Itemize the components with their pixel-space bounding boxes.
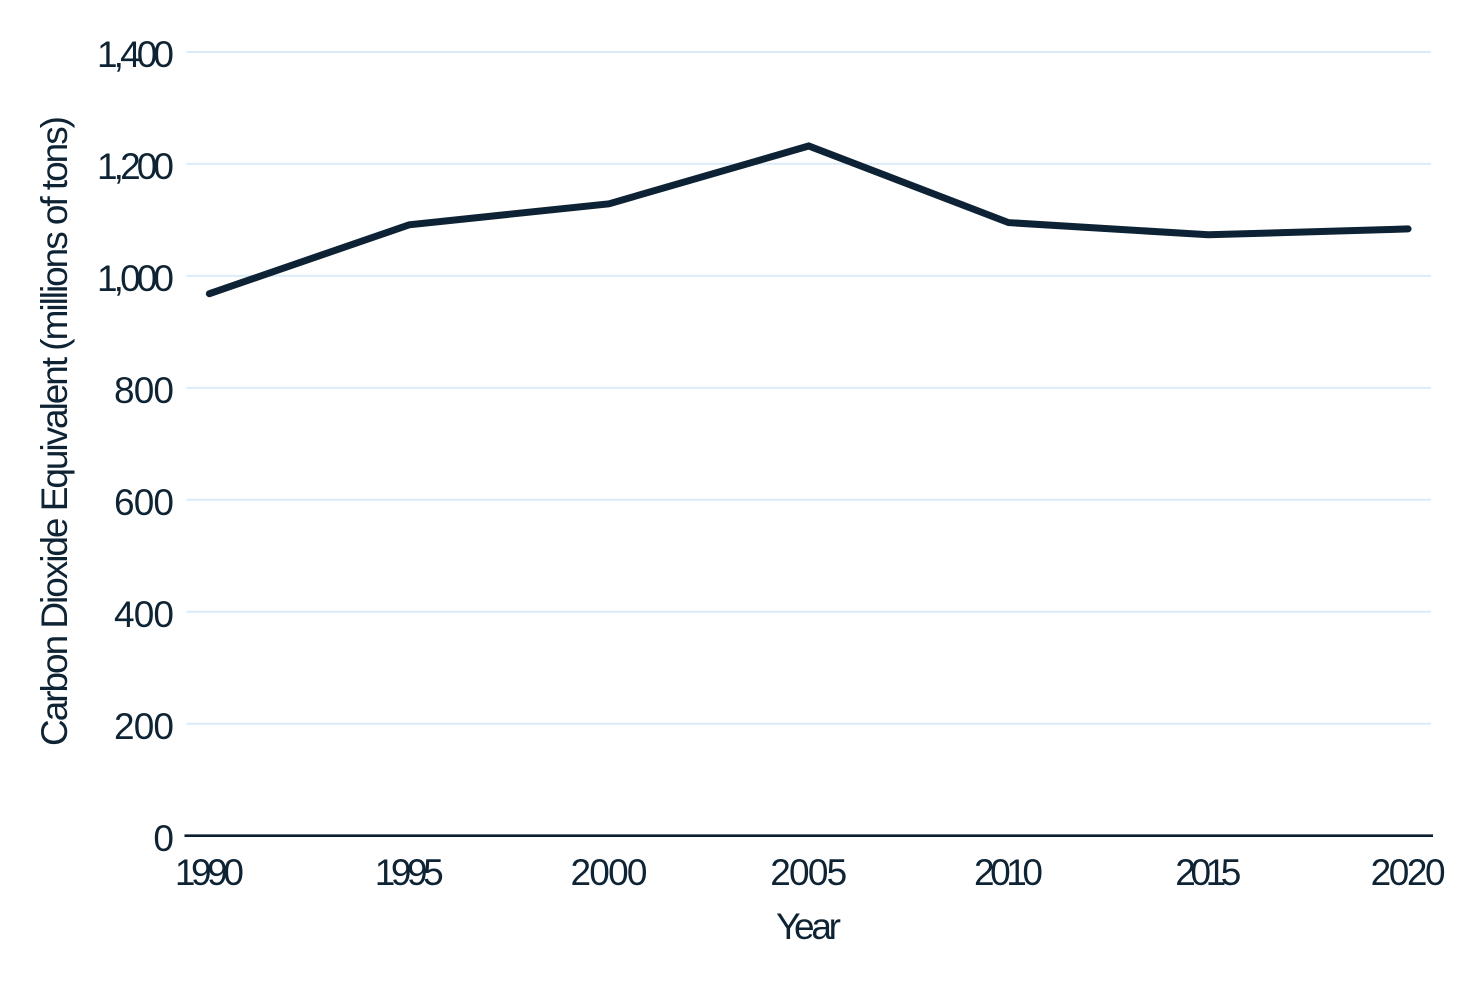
svg-text:2020: 2020 bbox=[1371, 852, 1446, 893]
svg-text:1,200: 1,200 bbox=[97, 146, 174, 187]
svg-text:2000: 2000 bbox=[571, 852, 648, 893]
svg-text:1,400: 1,400 bbox=[97, 34, 174, 75]
svg-text:600: 600 bbox=[114, 482, 174, 523]
svg-text:Carbon Dioxide Equivalent (mil: Carbon Dioxide Equivalent (millions of t… bbox=[34, 116, 75, 746]
svg-text:Year: Year bbox=[776, 906, 841, 947]
svg-text:0: 0 bbox=[153, 818, 174, 859]
svg-text:200: 200 bbox=[114, 706, 174, 747]
svg-text:2010: 2010 bbox=[974, 852, 1043, 893]
svg-text:2015: 2015 bbox=[1175, 852, 1241, 893]
svg-text:1990: 1990 bbox=[175, 852, 244, 893]
svg-text:800: 800 bbox=[114, 370, 174, 411]
svg-text:1,000: 1,000 bbox=[97, 258, 174, 299]
svg-text:2005: 2005 bbox=[770, 852, 847, 893]
svg-text:400: 400 bbox=[114, 594, 174, 635]
svg-text:1995: 1995 bbox=[375, 852, 444, 893]
